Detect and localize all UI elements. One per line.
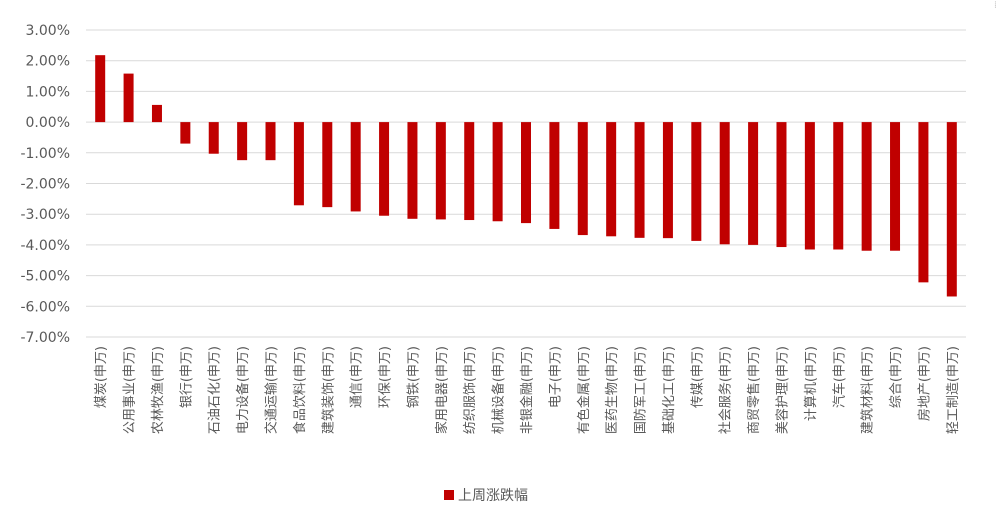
x-tick-label: 传媒(申万) [690,346,705,408]
x-tick-label: 石油石化(申万) [208,346,223,434]
bar-24 [748,122,759,245]
x-tick-label: 汽车(申万) [831,346,847,408]
bar-6 [237,122,248,161]
bar-17 [549,122,560,229]
x-tick-label: 食品饮料(申万) [292,346,308,434]
y-tick-label: 3.00% [26,23,70,39]
bar-7 [265,122,276,161]
bar-14 [464,122,475,221]
x-tick-label: 房地产(申万) [916,346,932,421]
bar-27 [833,122,844,250]
bar-19 [606,122,617,237]
y-tick-label: 1.00% [26,84,70,100]
x-tick-label: 非银金融(申万) [519,346,535,434]
x-tick-label: 煤炭(申万) [94,346,109,408]
x-tick-label: 交通运输(申万) [264,346,280,434]
x-tick-label: 银行(申万) [179,346,194,408]
x-tick-label: 机械设备(申万) [491,346,507,434]
bar-16 [521,122,531,224]
x-tick-label: 社会服务(申万) [718,346,734,434]
corner-mark: ⁞ [993,0,997,11]
x-tick-label: 公用事业(申万) [123,346,138,434]
y-tick-label: -1.00% [20,146,70,162]
bar-15 [492,122,503,222]
x-tick-label: 纺织服饰(申万) [463,346,478,434]
bar-21 [662,122,673,239]
x-tick-label: 国防军工(申万) [633,346,649,434]
x-tick-label: 轻工制造(申万) [946,346,961,434]
y-tick-label: 2.00% [26,54,70,70]
bar-30 [918,122,929,283]
bar-3 [151,104,162,123]
x-tick-label: 通信(申万) [350,346,365,408]
y-tick-label: -5.00% [20,269,70,285]
y-tick-label: -3.00% [20,207,70,223]
x-tick-label: 建筑材料(申万) [860,346,876,434]
x-tick-label: 商贸零售(申万) [746,346,762,434]
bar-26 [804,122,815,250]
x-tick-label: 家用电器(申万) [434,346,450,434]
bar-31 [946,122,957,297]
y-tick-label: -6.00% [20,299,70,315]
bar-8 [293,122,304,206]
x-tick-label: 环保(申万) [378,346,393,408]
bar-18 [577,122,588,236]
y-tick-label: 0.00% [26,115,70,131]
x-tick-label: 医药生物(申万) [605,346,620,434]
bar-1 [95,55,106,123]
x-tick-label: 综合(申万) [889,346,904,408]
bar-2 [123,73,134,123]
x-tick-label: 电子(申万) [548,346,563,408]
x-tick-label: 电力设备(申万) [235,346,251,434]
bar-5 [208,122,219,154]
y-tick-label: -2.00% [20,177,70,193]
x-tick-label: 美容护理(申万) [774,346,790,434]
bar-4 [180,122,191,144]
y-tick-label: -4.00% [20,238,70,254]
x-tick-label: 有色金属(申万) [576,346,592,434]
bar-13 [435,122,446,220]
bar-10 [350,122,361,212]
bar-20 [634,122,645,238]
bar-9 [322,122,333,208]
x-tick-label: 农林牧渔(申万) [151,346,166,434]
bar-22 [691,122,702,241]
bar-29 [890,122,901,251]
x-tick-label: 建筑装饰(申万) [320,346,336,434]
legend-swatch [444,490,454,500]
bar-23 [719,122,730,245]
x-tick-label: 计算机(申万) [804,346,819,421]
bar-11 [379,122,390,216]
bar-12 [407,122,418,219]
bar-25 [776,122,787,248]
y-tick-label: -7.00% [20,330,70,346]
x-tick-label: 钢铁(申万) [406,346,421,408]
x-tick-label: 基础化工(申万) [662,346,677,434]
legend-label: 上周涨跌幅 [458,488,528,504]
bar-28 [861,122,872,251]
